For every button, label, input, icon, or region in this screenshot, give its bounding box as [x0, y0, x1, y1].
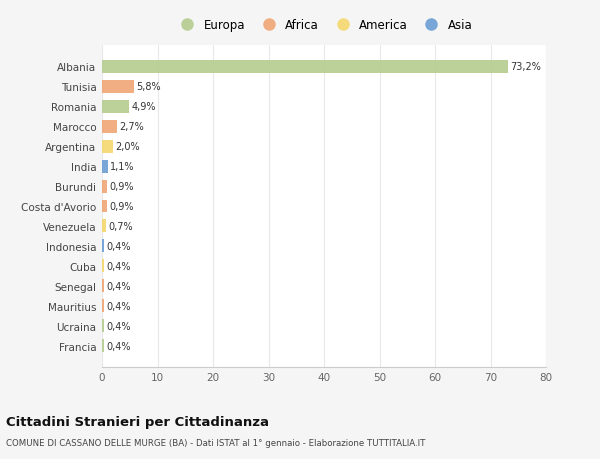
Bar [102, 101, 129, 113]
Bar [102, 340, 104, 353]
Text: 0,9%: 0,9% [109, 202, 134, 212]
Bar [102, 180, 107, 193]
Text: 2,0%: 2,0% [115, 142, 140, 152]
Legend: Europa, Africa, America, Asia: Europa, Africa, America, Asia [173, 17, 475, 34]
Text: 0,7%: 0,7% [108, 222, 133, 231]
Bar [102, 200, 107, 213]
Bar [102, 320, 104, 333]
Text: 0,4%: 0,4% [106, 341, 131, 351]
Text: 2,7%: 2,7% [119, 122, 144, 132]
Bar [102, 220, 106, 233]
Text: 1,1%: 1,1% [110, 162, 135, 172]
Text: 0,9%: 0,9% [109, 182, 134, 191]
Text: COMUNE DI CASSANO DELLE MURGE (BA) - Dati ISTAT al 1° gennaio - Elaborazione TUT: COMUNE DI CASSANO DELLE MURGE (BA) - Dat… [6, 438, 425, 448]
Text: 0,4%: 0,4% [106, 261, 131, 271]
Text: 0,4%: 0,4% [106, 241, 131, 252]
Bar [102, 280, 104, 293]
Text: 4,9%: 4,9% [131, 102, 156, 112]
Text: Cittadini Stranieri per Cittadinanza: Cittadini Stranieri per Cittadinanza [6, 415, 269, 428]
Text: 5,8%: 5,8% [136, 82, 161, 92]
Bar [102, 300, 104, 313]
Bar [102, 61, 508, 73]
Bar [102, 160, 108, 173]
Text: 0,4%: 0,4% [106, 321, 131, 331]
Text: 0,4%: 0,4% [106, 281, 131, 291]
Bar [102, 140, 113, 153]
Text: 73,2%: 73,2% [511, 62, 541, 72]
Text: 0,4%: 0,4% [106, 301, 131, 311]
Bar [102, 240, 104, 253]
Bar [102, 120, 117, 133]
Bar [102, 80, 134, 93]
Bar [102, 260, 104, 273]
